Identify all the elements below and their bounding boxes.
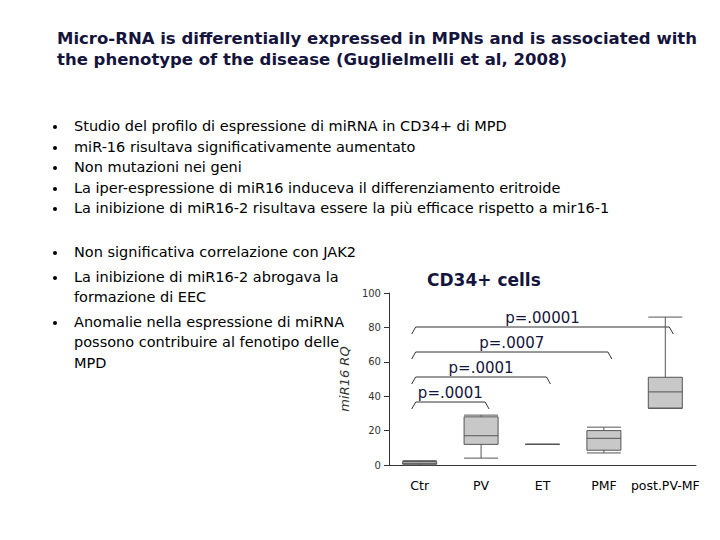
html-text:La iper-espressione di miR16 i: La iper-espressione di miR16 induceva il… (74, 179, 561, 196)
html-text:La inibizione di miR16-2 abrog: La inibizione di miR16-2 abrogava la for… (74, 268, 339, 305)
svg-text:Ctr: Ctr (410, 478, 430, 493)
svg-text:PMF: PMF (591, 478, 617, 493)
svg-text:100: 100 (362, 288, 381, 299)
html-text:miR-16 risultava significativa: miR-16 risultava significativamente aume… (74, 138, 416, 155)
svg-text:p=.00001: p=.00001 (505, 309, 580, 327)
html-text:Non mutazioni nei geni: Non mutazioni nei geni (74, 159, 242, 175)
svg-text:80: 80 (368, 322, 381, 333)
svg-text:p=.0007: p=.0007 (479, 334, 544, 352)
html-text:Non significativa correlazione: Non significativa correlazione con JAK2 (74, 244, 356, 260)
svg-text:20: 20 (368, 425, 381, 436)
svg-text:60: 60 (368, 356, 381, 367)
svg-text:40: 40 (368, 391, 381, 402)
html-text:Anomalie nella espressione di: Anomalie nella espressione di miRNA poss… (74, 313, 345, 371)
svg-text:p=.0001: p=.0001 (449, 359, 514, 377)
svg-text:p=.0001: p=.0001 (418, 384, 483, 402)
svg-text:miR16 RQ: miR16 RQ (337, 346, 352, 411)
svg-text:PV: PV (473, 478, 490, 493)
svg-text:post.PV-MF: post.PV-MF (631, 478, 700, 493)
svg-text:0: 0 (375, 460, 381, 471)
html-text:Micro-RNA is differentially ex: Micro-RNA is differentially expressed in… (57, 29, 697, 69)
html-text:Studio del profilo di espressi: Studio del profilo di espressione di miR… (74, 118, 507, 134)
html-text:La inibizione di miR16-2 risul: La inibizione di miR16-2 risultava esser… (74, 200, 610, 216)
svg-text:ET: ET (535, 478, 551, 493)
svg-text:CD34+ cells: CD34+ cells (427, 270, 541, 290)
